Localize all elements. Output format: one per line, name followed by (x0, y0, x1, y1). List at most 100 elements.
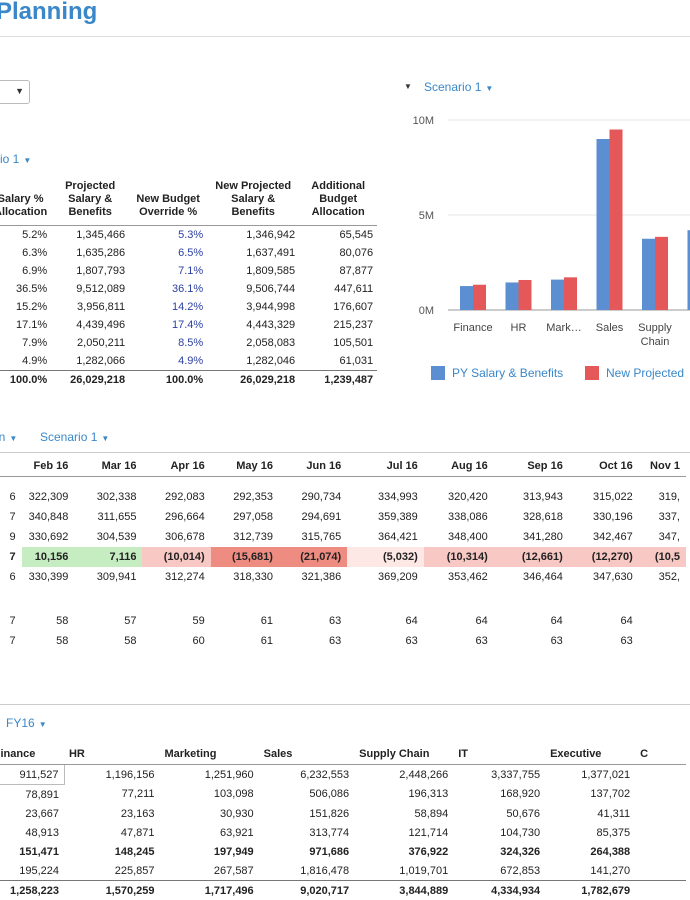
section2-divider (0, 452, 690, 453)
table-row: 23,667 23,163 30,930 151,826 58,894 50,676 41,… (0, 804, 686, 823)
table-cell: 6 (9, 571, 16, 583)
table-row: 7.9% 2,050,211 8.5% 2,058,083 105,501 (0, 334, 377, 352)
bar-new-4[interactable] (655, 236, 668, 310)
month-header: Apr 16 (142, 456, 211, 477)
table-cell: 341,280 (523, 531, 563, 543)
table-cell: 306,678 (164, 531, 205, 543)
count-cell: 7 (9, 615, 16, 627)
table-cell: 3,944,998 (246, 301, 296, 313)
scenario-selector-2[interactable]: Scenario 1 ▼ (40, 430, 109, 444)
table-cell: 330,196 (593, 511, 633, 523)
table-cell: 348,400 (447, 531, 488, 543)
table-cell: (15,681) (210, 547, 279, 567)
page-title: Planning (0, 0, 98, 25)
table-cell: 9,512,089 (76, 283, 126, 295)
table-cell: 103,098 (213, 788, 254, 801)
table-cell: 1,570,259 (64, 880, 161, 900)
bar-py-4[interactable] (642, 238, 655, 310)
view-selector[interactable]: in▼ (0, 430, 17, 444)
table-cell: 9,506,744 (246, 283, 296, 295)
chevron-down-icon[interactable]: ▼ (404, 82, 412, 91)
table-cell[interactable]: 17.4% (171, 319, 204, 331)
table-cell: 4,439,496 (76, 319, 126, 331)
col-header-blank (0, 456, 22, 477)
table-cell: 41,311 (597, 807, 631, 820)
dept-header: Sales (259, 744, 356, 765)
table-cell: 4,334,934 (454, 880, 547, 900)
table-cell: 1,019,701 (399, 864, 449, 877)
table-cell: 1,782,679 (546, 880, 637, 900)
table-cell: 292,083 (164, 491, 205, 503)
table-cell: 319, (658, 491, 680, 503)
table-cell: 1,635,286 (76, 247, 126, 259)
bar-new-2[interactable] (564, 277, 577, 310)
chevron-down-icon: ▼ (485, 84, 494, 93)
table-cell: 121,714 (408, 826, 449, 839)
total-cell: 100.0% (129, 370, 208, 389)
table-cell: 304,539 (96, 531, 137, 543)
table-cell[interactable]: 8.5% (178, 337, 204, 349)
table-cell: 151,471 (19, 845, 59, 858)
table-row: 36.5% 9,512,089 36.1% 9,506,744 447,611 (0, 280, 377, 298)
bar-py-0[interactable] (460, 286, 473, 310)
col-header: New Budget Override % (136, 193, 200, 218)
table-cell: 1,807,793 (76, 265, 126, 277)
table-cell: 1,809,585 (246, 265, 296, 277)
table-cell: 23,163 (120, 807, 155, 820)
table-row: 4.9% 1,282,066 4.9% 1,282,046 61,031 (0, 352, 377, 371)
count-cell: 61 (260, 635, 273, 647)
view-dropdown[interactable]: ▼ (0, 80, 30, 104)
table-cell: 6.3% (22, 247, 48, 259)
table-cell: 176,607 (333, 301, 374, 313)
table-cell: 23,667 (25, 807, 59, 820)
count-cell: 64 (475, 615, 488, 627)
table-row: 48,913 47,871 63,921 313,774 121,714 104,730 8… (0, 823, 686, 842)
table-cell: 4,443,329 (246, 319, 296, 331)
table-cell: 63,921 (220, 826, 254, 839)
chart-scenario-selector[interactable]: Scenario 1 ▼ (424, 80, 493, 94)
table-cell[interactable]: 4.9% (178, 355, 204, 367)
year-selector-label: FY16 (6, 716, 35, 730)
title-divider (0, 36, 690, 37)
count-cell: 63 (550, 635, 563, 647)
bar-new-1[interactable] (518, 279, 532, 310)
table-cell: 47,871 (120, 826, 155, 839)
bar-py-5[interactable] (687, 230, 690, 310)
table-cell: 15.2% (15, 301, 48, 313)
section3-divider (0, 704, 690, 705)
table-cell: 340,848 (28, 511, 69, 523)
table-cell[interactable]: 5.3% (129, 225, 208, 244)
bar-py-2[interactable] (551, 279, 564, 310)
table-cell: 347, (658, 531, 680, 543)
bar-new-0[interactable] (473, 284, 486, 310)
table-cell[interactable]: 6.5% (178, 247, 204, 259)
bar-new-3[interactable] (609, 129, 623, 311)
count-cell: 58 (56, 635, 69, 647)
table-cell: 7,116 (74, 547, 143, 567)
table-cell[interactable]: 14.2% (171, 301, 204, 313)
table-cell: 9,020,717 (259, 880, 356, 900)
bar-py-3[interactable] (596, 139, 610, 310)
year-selector[interactable]: FY16 ▼ (6, 716, 47, 730)
legend-swatch-red (585, 366, 599, 380)
bar-py-1[interactable] (505, 282, 519, 310)
table-row: 6.9% 1,807,793 7.1% 1,809,585 87,877 (0, 262, 377, 280)
table-cell: 315,765 (301, 531, 342, 543)
table-cell: 292,353 (233, 491, 273, 503)
table-cell: (10,5 (638, 547, 686, 567)
table-cell: 338,086 (447, 511, 488, 523)
table-cell: 80,076 (339, 247, 374, 259)
scenario-selector[interactable]: rio 1▼ (0, 152, 31, 166)
table-cell: 85,375 (596, 826, 631, 839)
table-cell[interactable]: 36.1% (171, 283, 204, 295)
chevron-down-icon: ▼ (38, 720, 47, 729)
table-row: 911,527 1,196,156 1,251,960 6,232,553 2,448,… (0, 764, 686, 785)
department-table: inance HR Marketing Sales Supply Chain IT Exec… (0, 744, 686, 900)
legend-swatch-blue (431, 366, 445, 380)
table-cell: 78,891 (25, 788, 59, 801)
table-cell[interactable]: 911,527 (0, 764, 66, 785)
table-cell: 105,501 (333, 337, 374, 349)
table-cell: 1,816,478 (300, 864, 350, 877)
table-cell[interactable]: 7.1% (178, 265, 204, 277)
dept-header: inance (0, 744, 65, 765)
